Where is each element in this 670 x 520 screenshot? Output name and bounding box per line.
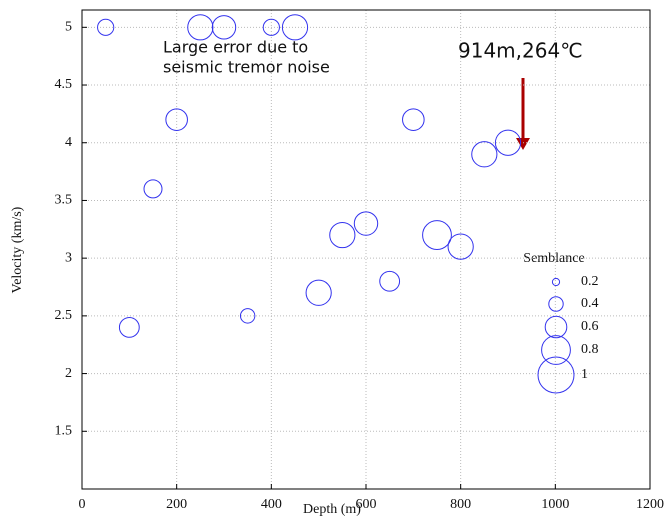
- legend-bubble: [551, 277, 561, 287]
- bubble: [447, 233, 474, 260]
- y-tick-label: 2.5: [55, 308, 73, 323]
- y-tick-label: 3.5: [55, 193, 73, 208]
- y-tick-label: 5: [65, 20, 72, 35]
- y-tick-label: 4: [65, 135, 72, 150]
- legend-label: 1: [581, 367, 588, 382]
- bubble: [165, 108, 188, 131]
- x-axis-label: Depth (m): [303, 502, 361, 517]
- x-tick-label: 400: [261, 497, 282, 512]
- bubble: [379, 270, 401, 292]
- legend-label: 0.4: [581, 296, 599, 311]
- bubble: [329, 221, 356, 249]
- legend-bubble: [541, 335, 571, 365]
- bubble: [239, 308, 256, 324]
- legend-label: 0.2: [581, 274, 599, 289]
- y-tick-label: 4.5: [55, 77, 73, 92]
- legend-label: 0.6: [581, 319, 599, 334]
- bubble: [494, 129, 522, 156]
- arrow-head: [516, 138, 530, 150]
- bubble: [97, 18, 115, 36]
- bubble: [471, 141, 498, 168]
- annotation: Large error due to: [163, 38, 308, 57]
- bubble: [143, 179, 163, 199]
- plot-frame: [81, 9, 651, 490]
- bubble: [211, 15, 237, 40]
- x-tick-label: 1200: [636, 497, 664, 512]
- x-tick-label: 200: [166, 497, 187, 512]
- y-tick-label: 3: [65, 250, 72, 265]
- bubble: [402, 108, 425, 131]
- annotation: 914m,264℃: [458, 39, 583, 63]
- bubble: [118, 317, 140, 338]
- bubble: [305, 279, 332, 306]
- bubble: [187, 14, 214, 41]
- y-axis-label: Velocity (km/s): [10, 206, 25, 293]
- y-tick-label: 1.5: [55, 424, 73, 439]
- legend-title: Semblance: [523, 251, 584, 266]
- x-tick-label: 800: [450, 497, 471, 512]
- x-tick-label: 0: [79, 497, 86, 512]
- bubble: [262, 18, 280, 36]
- legend-label: 0.8: [581, 342, 599, 357]
- x-tick-label: 1000: [541, 497, 569, 512]
- annotation: seismic tremor noise: [163, 58, 330, 77]
- legend-bubble: [548, 296, 564, 312]
- y-tick-label: 2: [65, 366, 72, 381]
- x-tick-label: 600: [356, 497, 377, 512]
- legend-bubble: [537, 356, 575, 394]
- bubble: [281, 14, 309, 41]
- bubble: [422, 220, 452, 250]
- legend-bubble: [544, 315, 568, 339]
- bubble: [353, 211, 379, 236]
